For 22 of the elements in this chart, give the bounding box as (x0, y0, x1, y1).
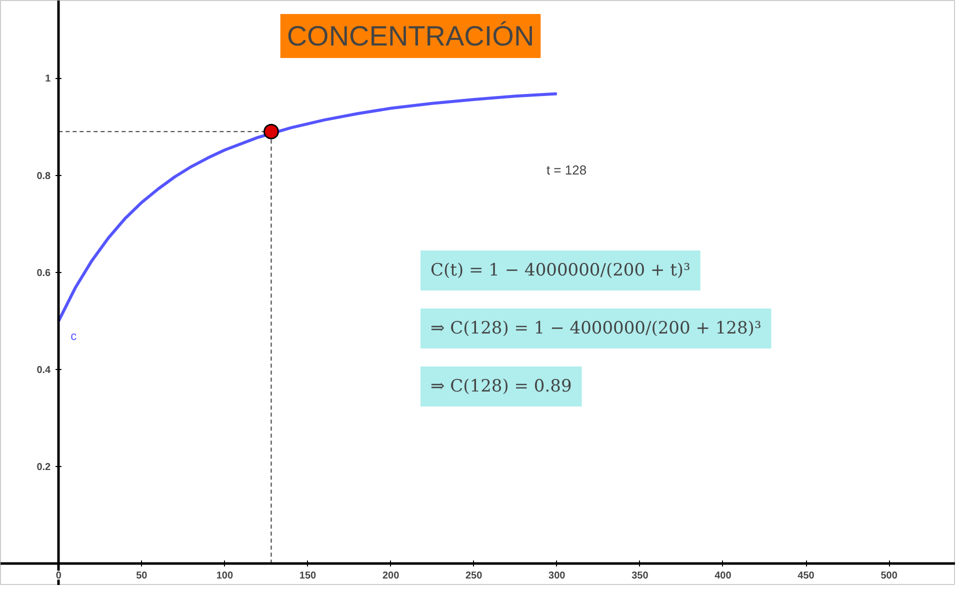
x-tick-label: 350 (632, 570, 649, 582)
y-tick-label: 0.2 (36, 462, 52, 474)
y-tick-label: 0.8 (36, 170, 52, 182)
annotation: ⇒ C(128) = 1 − 4000000/(200 + 128)³ (430, 318, 762, 338)
x-tick-label: 100 (216, 570, 234, 582)
y-tick-label: 0.6 (36, 268, 52, 279)
x-tick-label: 300 (548, 570, 566, 582)
x-tick-label: 500 (880, 570, 898, 582)
x-tick-label: 450 (798, 570, 815, 582)
x-tick-label: 0 (56, 570, 62, 582)
annotation: ⇒ C(128) = 0.89 (430, 376, 572, 396)
annotation: t = 128 (546, 162, 587, 178)
x-tick-label: 200 (382, 570, 400, 582)
annotation: C(t) = 1 − 4000000/(200 + t)³ (430, 260, 690, 280)
x-tick-label: 150 (299, 570, 317, 582)
x-tick-label: 400 (714, 570, 732, 582)
x-tick-label: 50 (136, 570, 148, 582)
series-label: c (70, 328, 77, 343)
text: CONCENTRACIÓN (286, 20, 534, 52)
x-tick-label: 250 (466, 570, 483, 582)
y-tick-label: 1 (45, 74, 52, 85)
y-tick-label: 0.4 (36, 364, 52, 376)
